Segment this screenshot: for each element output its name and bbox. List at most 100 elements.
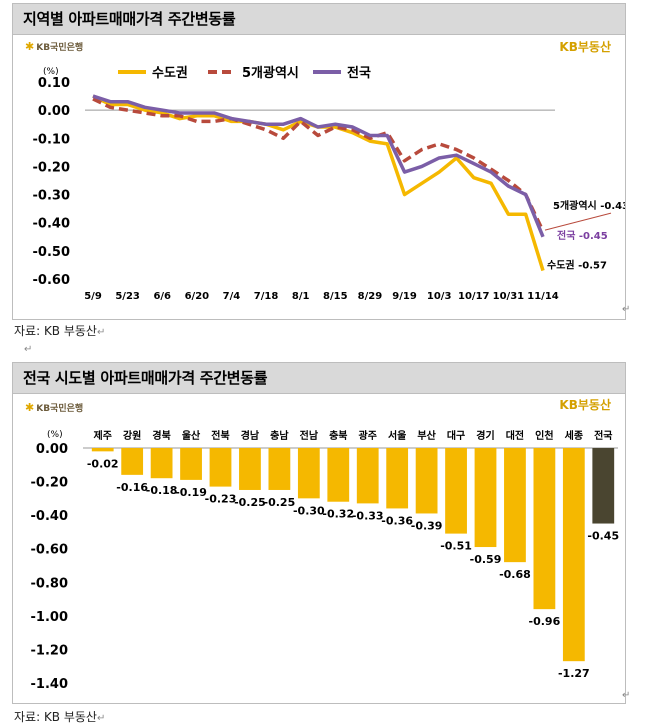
bar-value-label: -1.27 — [558, 667, 590, 680]
bar-category-label: 전북 — [211, 429, 229, 442]
line-x-tick: 5/9 — [84, 291, 102, 302]
bar — [91, 448, 114, 452]
bar-category-label: 경기 — [476, 429, 494, 442]
line-x-tick: 8/29 — [358, 291, 383, 302]
bar — [533, 448, 556, 610]
kb-bank-logo: ✱ KB국민은행 — [25, 40, 84, 53]
bar — [356, 448, 379, 504]
line-chart-title: 지역별 아파트매매가격 주간변동률 — [13, 4, 625, 35]
kb-realestate-logo-2: KB부동산 — [559, 398, 611, 412]
bar-category-label: 경남 — [241, 429, 260, 442]
kb-star-icon: ✱ — [25, 40, 35, 53]
bar-y-tick: -1.00 — [31, 610, 68, 625]
bar-category-label: 대구 — [447, 429, 465, 442]
line-x-tick: 8/15 — [323, 291, 348, 302]
bar-category-label: 강원 — [123, 429, 141, 442]
bar — [209, 448, 232, 487]
end-label: 전국 -0.45 — [557, 229, 608, 242]
bar-category-label: 광주 — [359, 430, 377, 442]
bar — [386, 448, 409, 509]
bar-category-label: 서울 — [388, 429, 406, 442]
line-x-tick: 7/18 — [254, 291, 279, 302]
line-x-tick: 10/3 — [427, 291, 452, 302]
line-x-tick: 7/4 — [223, 291, 241, 302]
bar-y-tick: 0.00 — [36, 442, 68, 457]
line-y-tick: -0.10 — [33, 132, 70, 147]
bar-chart-panel: 전국 시도별 아파트매매가격 주간변동률 ✱ KB국민은행 KB부동산 (%) 0.… — [12, 362, 626, 704]
bar-value-label: -0.36 — [381, 514, 413, 527]
series-line — [92, 94, 545, 238]
legend-label: 전국 — [347, 65, 371, 81]
series-line — [92, 97, 545, 232]
bar-value-label: -0.59 — [470, 553, 502, 566]
bar-value-label: -0.16 — [116, 481, 148, 494]
bar-y-tick: -0.80 — [31, 576, 68, 591]
bar-value-label: -0.33 — [352, 509, 384, 522]
bar-value-label: -0.19 — [175, 486, 207, 499]
bar — [150, 448, 173, 479]
bar — [415, 448, 438, 514]
bar — [474, 448, 497, 548]
source-note-2: 자료: KB 부동산↵ — [14, 710, 106, 724]
bar-value-label: -0.68 — [499, 568, 531, 581]
bar-y-tick: -0.40 — [31, 509, 68, 524]
bar-value-label: -0.32 — [322, 508, 354, 521]
line-x-tick: 6/6 — [153, 291, 171, 302]
line-x-tick: 8/1 — [292, 291, 310, 302]
bar-category-label: 제주 — [94, 429, 112, 442]
bar — [327, 448, 350, 502]
bar — [121, 448, 144, 475]
line-y-tick: -0.60 — [33, 273, 70, 288]
bar-category-label: 부산 — [417, 429, 436, 442]
line-y-tick: -0.20 — [33, 160, 70, 175]
paragraph-mark-3: ↵ — [622, 690, 631, 701]
line-x-tick: 10/31 — [493, 291, 525, 302]
bar-y-tick: -1.20 — [31, 643, 68, 658]
kb-bank-logo-2: ✱ KB국민은행 — [25, 401, 84, 414]
bar-value-label: -0.51 — [440, 540, 472, 553]
bar-category-label: 인천 — [535, 429, 553, 442]
line-chart-panel: 지역별 아파트매매가격 주간변동률 ✱ KB국민은행 KB부동산 (%) 0.10 0… — [12, 3, 626, 320]
bar-value-label: -0.02 — [87, 457, 119, 470]
bar-category-label: 세종 — [565, 429, 583, 442]
bar-value-label: -0.25 — [264, 496, 296, 509]
bar-value-label: -0.96 — [529, 615, 561, 628]
kb-realestate-logo: KB부동산 — [559, 40, 611, 54]
bar-category-label: 충북 — [329, 429, 347, 442]
bar-category-label: 전국 — [594, 429, 612, 442]
paragraph-mark-2: ↵ — [24, 344, 33, 355]
line-x-tick: 10/17 — [458, 291, 490, 302]
line-y-tick: -0.40 — [33, 217, 70, 232]
line-y-tick: 0.00 — [38, 104, 70, 119]
bar — [268, 448, 291, 490]
end-label: 5개광역시 -0.43 — [553, 199, 625, 212]
bar — [592, 448, 615, 524]
legend-label: 수도권 — [152, 66, 188, 81]
bar-value-label: -0.39 — [411, 519, 443, 532]
bar-category-label: 울산 — [182, 429, 201, 442]
bar — [445, 448, 467, 534]
bar-y-tick: -0.60 — [31, 543, 68, 558]
bar-value-label: -0.45 — [587, 530, 619, 543]
line-x-tick: 5/23 — [115, 291, 140, 302]
bar-unit-label: (%) — [47, 430, 63, 440]
line-y-tick: -0.30 — [33, 189, 70, 204]
bar-category-label: 대전 — [506, 429, 524, 442]
bar-category-label: 경북 — [152, 429, 170, 442]
bar-y-tick: -0.20 — [31, 476, 68, 491]
bar — [239, 448, 261, 490]
end-label-leader — [544, 212, 612, 231]
bar-category-label: 충남 — [270, 429, 289, 442]
bar-value-label: -0.18 — [146, 484, 178, 497]
line-x-tick: 6/20 — [185, 291, 210, 302]
kb-star-icon-2: ✱ — [25, 401, 35, 414]
line-unit-label: (%) — [43, 67, 59, 77]
line-x-tick: 11/14 — [527, 291, 559, 302]
series-line — [92, 94, 545, 272]
bar — [180, 448, 202, 480]
bar-y-tick: -1.40 — [31, 677, 68, 692]
bar — [504, 448, 526, 563]
line-chart: (%)0.10 0.00 -0.10 -0.20 -0.30 -0.40 -0.50 -0.6… — [33, 65, 625, 302]
bar-chart: (%) 0.00 -0.20 -0.40 -0.60 -0.80 -1.00 -1.20 -1.… — [31, 429, 620, 692]
paragraph-mark-1: ↵ — [622, 304, 631, 315]
